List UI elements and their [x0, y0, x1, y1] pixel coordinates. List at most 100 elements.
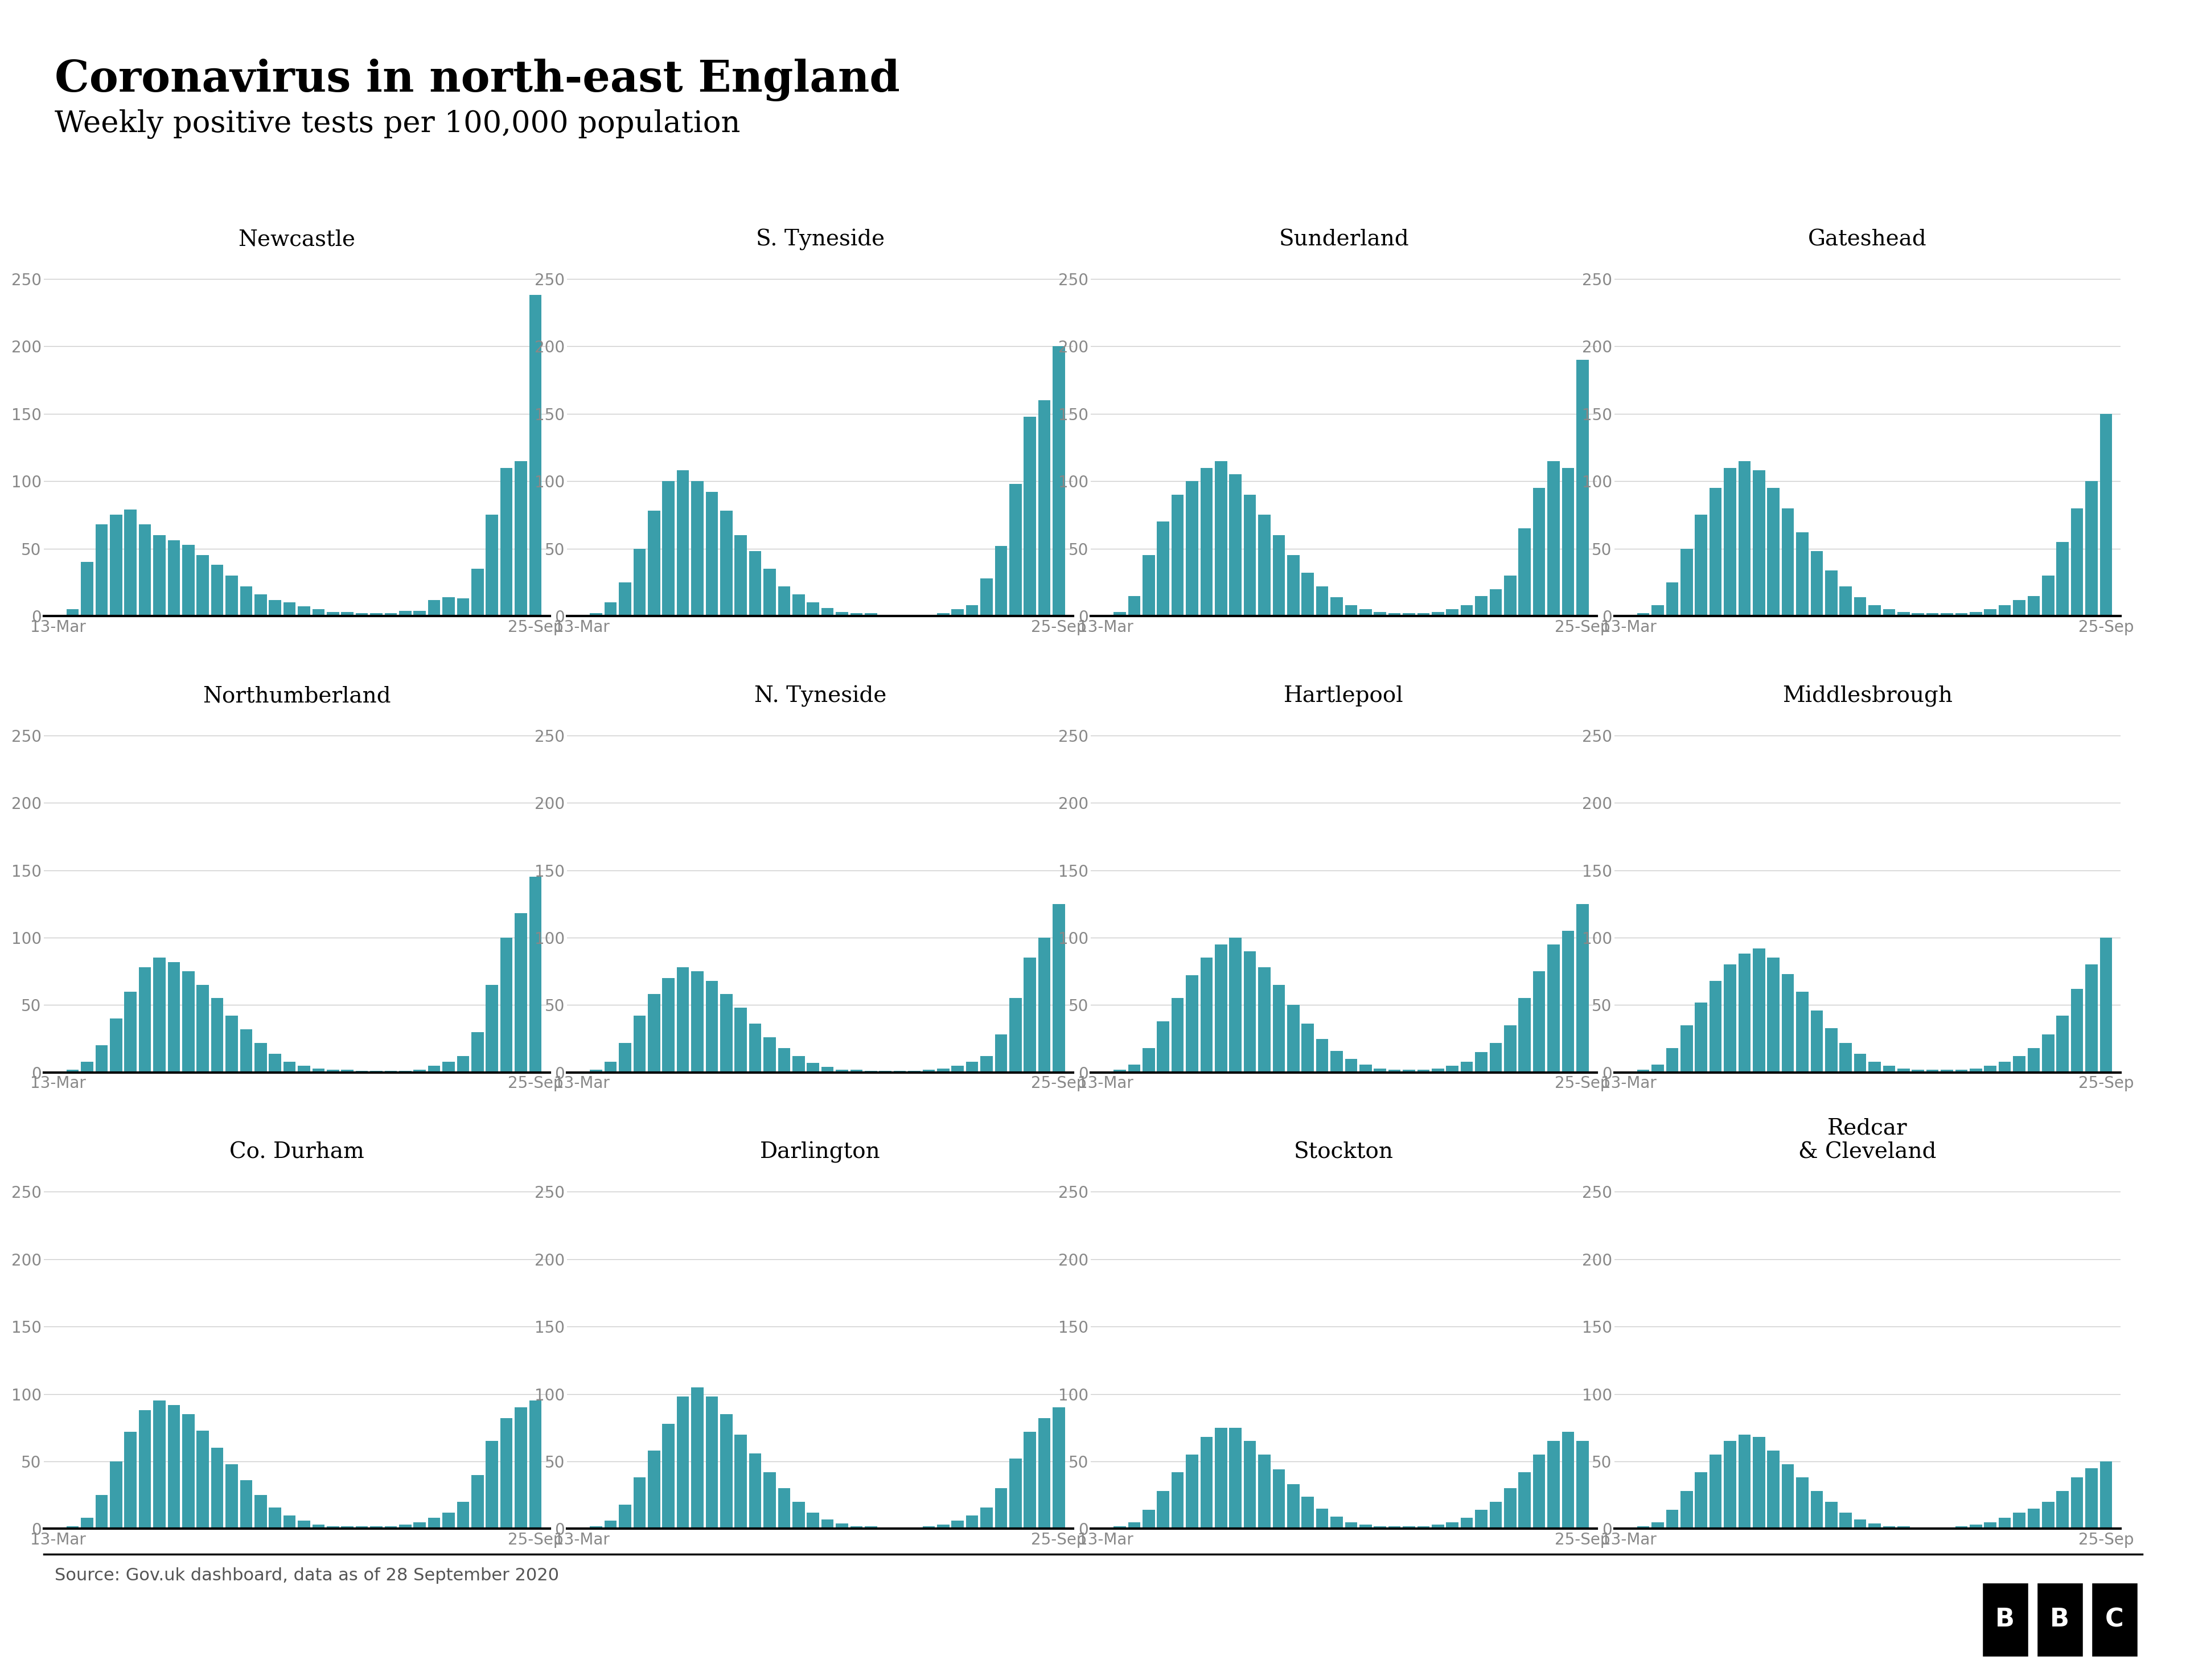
Bar: [1941, 613, 1952, 617]
Bar: [1388, 1525, 1401, 1529]
Bar: [835, 1070, 848, 1072]
Bar: [1113, 612, 1126, 617]
Bar: [982, 1057, 992, 1072]
Bar: [647, 511, 660, 617]
Bar: [1460, 605, 1473, 617]
Bar: [866, 1525, 877, 1529]
Bar: [1128, 596, 1141, 617]
Bar: [501, 467, 512, 617]
Bar: [1998, 1062, 2011, 1072]
Bar: [1985, 610, 1996, 617]
Bar: [1709, 487, 1723, 617]
Title: Middlesbrough: Middlesbrough: [1782, 685, 1952, 707]
Bar: [1038, 400, 1051, 617]
Title: Co. Durham: Co. Durham: [230, 1142, 365, 1163]
Bar: [951, 610, 964, 617]
Bar: [2101, 1462, 2112, 1529]
Bar: [678, 968, 689, 1072]
Bar: [1519, 1472, 1530, 1529]
Bar: [1653, 1522, 1664, 1529]
Bar: [1561, 467, 1574, 617]
Bar: [457, 1502, 470, 1529]
Bar: [1388, 1070, 1401, 1072]
Text: Coronavirus in north-east England: Coronavirus in north-east England: [55, 59, 901, 101]
Bar: [1782, 974, 1795, 1072]
Bar: [240, 586, 251, 617]
Bar: [590, 613, 603, 617]
Bar: [369, 1525, 383, 1529]
Bar: [1023, 417, 1036, 617]
Bar: [326, 1525, 339, 1529]
Bar: [1128, 1065, 1141, 1072]
Bar: [2029, 596, 2040, 617]
Bar: [606, 1062, 616, 1072]
Title: Newcastle: Newcastle: [238, 228, 356, 250]
Bar: [240, 1030, 251, 1072]
Bar: [1725, 467, 1736, 617]
Bar: [1709, 1455, 1723, 1529]
Bar: [297, 1065, 310, 1072]
Bar: [750, 1023, 761, 1072]
Title: Redcar
& Cleveland: Redcar & Cleveland: [1799, 1117, 1937, 1163]
Bar: [284, 1062, 295, 1072]
Bar: [982, 1507, 992, 1529]
Bar: [1810, 551, 1823, 617]
Bar: [240, 1480, 251, 1529]
Bar: [529, 1401, 542, 1529]
Bar: [81, 1519, 94, 1529]
Bar: [1172, 1472, 1183, 1529]
Bar: [1010, 1458, 1021, 1529]
Bar: [1738, 954, 1751, 1072]
Bar: [125, 991, 136, 1072]
Bar: [2013, 1512, 2026, 1529]
Bar: [822, 1067, 833, 1072]
Bar: [807, 1512, 820, 1529]
Bar: [313, 610, 324, 617]
Bar: [1010, 484, 1021, 617]
Text: Source: Gov.uk dashboard, data as of 28 September 2020: Source: Gov.uk dashboard, data as of 28 …: [55, 1567, 560, 1584]
Bar: [822, 608, 833, 617]
Bar: [153, 1401, 166, 1529]
Bar: [385, 613, 398, 617]
Bar: [1288, 556, 1298, 617]
Bar: [1653, 605, 1664, 617]
Bar: [1200, 1436, 1213, 1529]
Bar: [81, 563, 94, 617]
Bar: [212, 998, 223, 1072]
Title: N. Tyneside: N. Tyneside: [754, 685, 888, 707]
Bar: [225, 1016, 238, 1072]
Bar: [1985, 1522, 1996, 1529]
Title: Northumberland: Northumberland: [203, 685, 391, 707]
Bar: [750, 551, 761, 617]
Bar: [1128, 1522, 1141, 1529]
Bar: [1681, 1492, 1692, 1529]
Bar: [794, 1502, 804, 1529]
Bar: [1215, 1428, 1226, 1529]
Bar: [647, 1450, 660, 1529]
Bar: [1156, 521, 1170, 617]
Bar: [1432, 1068, 1445, 1072]
Bar: [2057, 1492, 2068, 1529]
Bar: [850, 1070, 863, 1072]
Bar: [1215, 944, 1226, 1072]
Bar: [212, 1448, 223, 1529]
Bar: [1038, 1418, 1051, 1529]
Title: Sunderland: Sunderland: [1279, 228, 1410, 250]
Bar: [1869, 1524, 1880, 1529]
Bar: [1897, 1525, 1911, 1529]
Bar: [2057, 543, 2068, 617]
Bar: [951, 1065, 964, 1072]
Bar: [1841, 1512, 1852, 1529]
Bar: [706, 1396, 717, 1529]
Bar: [1985, 1065, 1996, 1072]
Bar: [662, 1423, 675, 1529]
Bar: [428, 1519, 439, 1529]
Bar: [1797, 991, 1808, 1072]
Bar: [2042, 576, 2055, 617]
Bar: [1738, 460, 1751, 617]
Bar: [197, 1430, 210, 1529]
Bar: [1417, 613, 1430, 617]
Bar: [1331, 1050, 1342, 1072]
Bar: [109, 514, 122, 617]
Bar: [168, 963, 179, 1072]
